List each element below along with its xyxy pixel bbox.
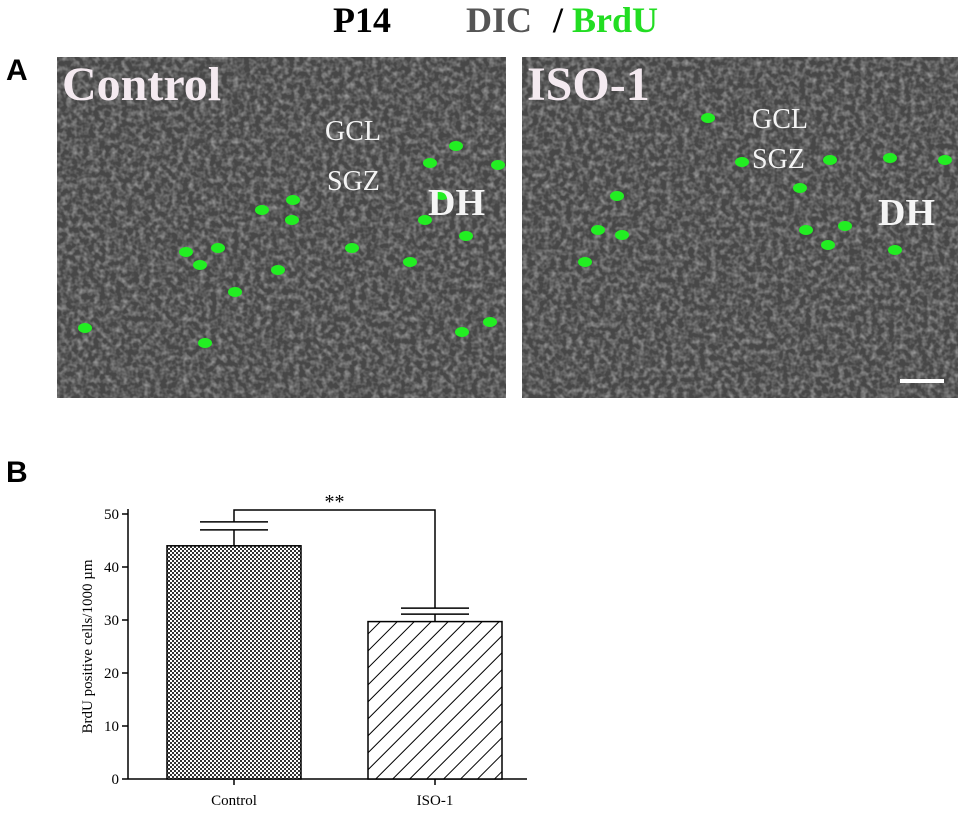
x-tick-label: ISO-1 <box>417 793 454 809</box>
brdu-cell <box>615 230 629 240</box>
brdu-cell <box>345 243 359 253</box>
brdu-cell <box>403 257 417 267</box>
brdu-cell <box>423 158 437 168</box>
channel-brdu: BrdU <box>572 0 658 40</box>
brdu-cell <box>591 225 605 235</box>
bar <box>367 620 503 780</box>
brdu-cell <box>491 160 505 170</box>
brdu-cell <box>838 221 852 231</box>
brdu-cell <box>888 245 902 255</box>
significance-label: ** <box>325 491 345 513</box>
y-tick-label: 50 <box>104 507 119 523</box>
brdu-cell <box>578 257 592 267</box>
brdu-cell <box>435 190 449 200</box>
brdu-cell <box>179 247 193 257</box>
image-panels: Control GCL SGZ DH ISO-1 GCL SGZ DH <box>57 57 958 398</box>
brdu-cell <box>78 323 92 333</box>
brdu-cell <box>455 327 469 337</box>
brdu-cell <box>418 215 432 225</box>
significance-bracket <box>200 509 469 609</box>
brdu-cell <box>228 287 242 297</box>
brdu-cell <box>193 260 207 270</box>
brdu-cell <box>610 191 624 201</box>
y-tick-label: 0 <box>112 772 120 788</box>
brdu-cell <box>793 183 807 193</box>
brdu-cell <box>449 141 463 151</box>
region-label: DH <box>428 182 485 224</box>
brdu-cell <box>271 265 285 275</box>
bar <box>166 545 302 780</box>
x-tick-label: Control <box>211 793 257 809</box>
brdu-cell <box>211 243 225 253</box>
region-label: SGZ <box>752 144 805 175</box>
panel-label: B <box>6 456 28 489</box>
y-tick-label: 40 <box>104 560 119 576</box>
separator: / <box>552 0 564 40</box>
brdu-cell <box>198 338 212 348</box>
brdu-cell <box>701 113 715 123</box>
region-label: GCL <box>752 104 808 135</box>
brdu-cell <box>255 205 269 215</box>
y-tick-label: 30 <box>104 613 119 629</box>
brdu-cell <box>735 157 749 167</box>
region-label: GCL <box>325 116 381 147</box>
y-tick-label: 20 <box>104 666 119 682</box>
y-tick-label: 10 <box>104 719 119 735</box>
header-title: P14 <box>333 0 391 40</box>
image-title: ISO-1 <box>527 58 650 111</box>
image-title: Control <box>62 58 221 111</box>
brdu-cell <box>285 215 299 225</box>
brdu-cell <box>883 153 897 163</box>
brdu-cell <box>938 155 952 165</box>
region-label: DH <box>878 192 935 234</box>
region-label: SGZ <box>327 166 380 197</box>
brdu-cell <box>823 155 837 165</box>
brdu-cell <box>799 225 813 235</box>
brdu-cell <box>286 195 300 205</box>
brdu-cell <box>821 240 835 250</box>
brdu-cell <box>483 317 497 327</box>
brdu-cell <box>459 231 473 241</box>
channel-dic: DIC <box>466 0 532 40</box>
panel-label: A <box>6 54 28 87</box>
y-axis-label: BrdU positive cells/1000 µm <box>80 559 96 733</box>
micrograph-texture <box>57 57 506 398</box>
bar-chart: 0 10 20 30 40 50 BrdU positive cells/1000 µm Co… <box>80 491 527 809</box>
